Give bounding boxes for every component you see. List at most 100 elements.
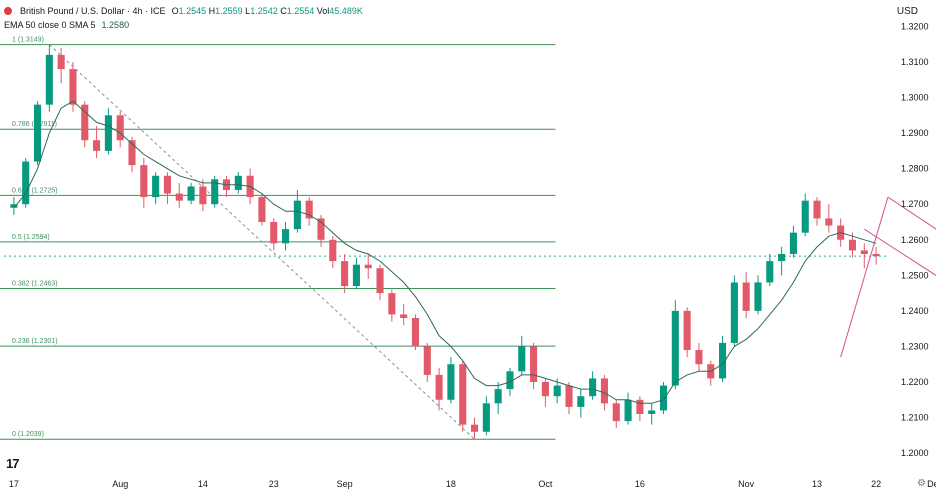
- y-tick-label: 1.2300: [901, 341, 929, 351]
- x-tick-label: 22: [871, 479, 881, 489]
- candle-body: [600, 378, 608, 404]
- candle: [423, 342, 431, 382]
- candle-body: [57, 54, 65, 70]
- candle-body: [411, 318, 420, 347]
- ema-indicator-value: 1.2580: [101, 20, 130, 30]
- candle: [22, 158, 30, 208]
- y-tick-label: 1.2100: [901, 413, 929, 423]
- candle-body: [163, 175, 171, 194]
- candle-body: [648, 410, 656, 414]
- candle-body: [730, 282, 738, 343]
- candle: [742, 271, 750, 318]
- x-tick-label: 16: [635, 479, 645, 489]
- high-value: 1.2559: [215, 6, 243, 16]
- currency-label[interactable]: USD: [896, 6, 918, 17]
- candle: [494, 382, 502, 414]
- y-axis: 1.3200 1.3100 1.3000 1.2900 1.2800 1.2700 1.26…: [901, 21, 929, 458]
- symbol-title[interactable]: British Pound / U.S. Dollar · 4h · ICE: [20, 6, 166, 16]
- ema-indicator-label[interactable]: EMA 50 close 0 SMA 5: [4, 20, 96, 30]
- candle: [10, 197, 18, 215]
- candle-body: [270, 222, 278, 244]
- y-tick-label: 1.2800: [901, 164, 929, 174]
- settings-icon[interactable]: ⚙: [917, 478, 926, 489]
- candle-body: [754, 282, 762, 311]
- y-tick-label: 1.2700: [901, 199, 929, 209]
- candle-body: [329, 239, 337, 262]
- candle: [671, 300, 679, 390]
- candle-body: [459, 364, 467, 425]
- candle-body: [364, 264, 372, 269]
- candle: [234, 172, 242, 194]
- x-tick-label: Dec: [927, 479, 936, 489]
- candle-body: [848, 239, 857, 251]
- candle-body: [530, 346, 538, 382]
- candle-body: [553, 385, 561, 397]
- indicator-row[interactable]: EMA 50 close 0 SMA 5 1.2580: [4, 18, 363, 32]
- volume-value: 45.489K: [329, 6, 363, 16]
- candle-body: [104, 115, 112, 151]
- candle-body: [778, 254, 786, 262]
- candle: [754, 275, 762, 315]
- candle-body: [69, 69, 77, 105]
- candle: [624, 392, 632, 425]
- candle-body: [388, 293, 396, 315]
- ohlc-values: O1.2545 H1.2559 L1.2542 C1.2554 Vol45.48…: [171, 6, 363, 16]
- candle: [140, 158, 148, 208]
- candle-body: [435, 374, 443, 400]
- candle: [376, 264, 384, 301]
- x-axis: 17 Aug 14 23 Sep 18 Oct 16 Nov 13 22 Dec: [9, 479, 936, 489]
- candle-body: [636, 399, 644, 414]
- candle: [258, 193, 266, 226]
- y-tick-label: 1.3000: [901, 93, 929, 103]
- candle-body: [659, 385, 668, 411]
- candle-body: [742, 282, 750, 311]
- candle-body: [541, 382, 549, 397]
- fib-level-label: 0.5 (1.2594): [12, 234, 50, 241]
- tradingview-logo[interactable]: 17: [6, 456, 20, 471]
- candle: [435, 367, 443, 411]
- fib-level-label: 0.382 (1.2463): [12, 280, 58, 287]
- y-tick-label: 1.3200: [901, 21, 929, 31]
- candle: [222, 175, 231, 198]
- x-tick-label: 18: [446, 479, 456, 489]
- candle: [45, 44, 53, 112]
- candle: [352, 257, 360, 290]
- candle-body: [33, 104, 42, 162]
- ema-50-line: [13, 100, 877, 404]
- channel-line: [840, 196, 889, 358]
- candle: [152, 172, 160, 205]
- candle: [470, 417, 479, 440]
- y-tick-label: 1.2600: [901, 235, 929, 245]
- candle: [57, 47, 65, 84]
- candle: [459, 360, 467, 432]
- candle-body: [258, 197, 266, 222]
- candle-body: [860, 250, 868, 254]
- candle: [282, 222, 290, 251]
- candle: [317, 214, 325, 247]
- candle-body: [789, 232, 797, 254]
- candle: [305, 197, 313, 226]
- y-tick-label: 1.2900: [901, 128, 929, 138]
- candle: [81, 101, 89, 148]
- candle: [530, 342, 538, 390]
- candle-body: [199, 186, 207, 205]
- candle: [411, 314, 420, 350]
- candle-body: [10, 204, 18, 208]
- candle: [553, 378, 561, 404]
- x-tick-label: Oct: [538, 479, 553, 489]
- candle: [69, 62, 77, 112]
- candle-body: [494, 389, 502, 404]
- candle-body: [683, 310, 691, 350]
- candle: [565, 382, 573, 414]
- candle: [364, 254, 372, 279]
- candle-body: [506, 371, 514, 390]
- candle: [93, 126, 101, 158]
- low-value: 1.2542: [250, 6, 278, 16]
- channel-lower-line: [864, 228, 936, 276]
- candle: [589, 371, 597, 400]
- candle: [612, 399, 620, 429]
- candle-body: [400, 314, 408, 318]
- x-tick-label: Nov: [738, 479, 755, 489]
- candle-body: [234, 175, 242, 190]
